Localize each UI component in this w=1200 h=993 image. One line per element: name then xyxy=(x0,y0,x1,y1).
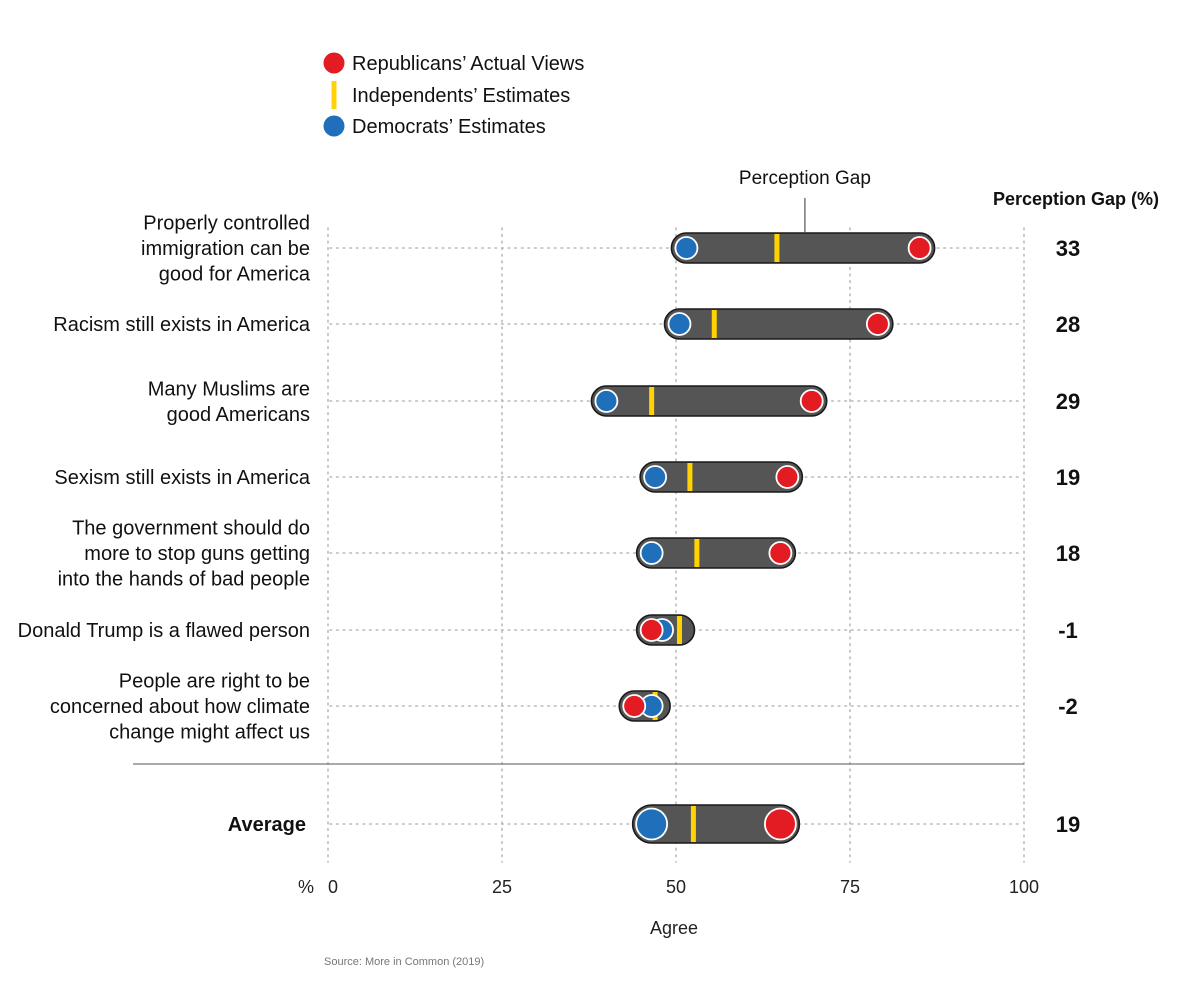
row-label: good for America xyxy=(159,264,311,286)
republicans-point xyxy=(768,541,793,565)
x-axis: % 0 25 50 75 100 Agree xyxy=(298,877,1039,938)
average-row: Average 19 xyxy=(228,804,1080,844)
democrats-point xyxy=(639,541,664,565)
legend-swatch xyxy=(323,115,345,137)
x-axis-title: Agree xyxy=(650,918,698,938)
independents-marker xyxy=(676,616,682,644)
gap-bar xyxy=(590,385,828,417)
row-label: Average xyxy=(228,814,306,836)
data-row: People are right to be concerned about ho… xyxy=(50,671,1078,744)
democrats-point xyxy=(643,465,668,489)
gap-value: 28 xyxy=(1056,312,1080,337)
legend-label: Democrats’ Estimates xyxy=(352,116,546,138)
independents-marker xyxy=(711,310,717,338)
gap-bar xyxy=(635,537,797,569)
republicans-point xyxy=(764,807,797,841)
gap-value: 18 xyxy=(1056,541,1080,566)
perception-gap-annotation: Perception Gap xyxy=(739,168,871,189)
source-note: Source: More in Common (2019) xyxy=(324,956,484,968)
republicans-point xyxy=(907,236,932,260)
democrats-point xyxy=(635,807,669,841)
gap-value: 29 xyxy=(1056,389,1080,414)
row-label: The government should do xyxy=(72,518,310,540)
republicans-point xyxy=(799,389,824,413)
gap-bar xyxy=(670,232,936,264)
democrats-point xyxy=(674,236,699,260)
republicans-point xyxy=(622,694,647,718)
row-label: Properly controlled xyxy=(143,213,310,235)
row-label: change might affect us xyxy=(109,722,310,744)
independents-marker xyxy=(687,463,693,491)
democrats-point xyxy=(594,389,619,413)
row-label: Many Muslims are xyxy=(148,378,310,400)
row-label: good Americans xyxy=(167,404,310,426)
row-label: into the hands of bad people xyxy=(58,569,310,591)
gap-bar xyxy=(639,461,804,493)
data-rows: Perception Gap (%) Properly controlled imm… xyxy=(18,168,1159,844)
row-label: Donald Trump is a flawed person xyxy=(18,620,310,642)
legend-swatch xyxy=(323,52,345,74)
row-label: Racism still exists in America xyxy=(53,314,311,336)
independents-marker xyxy=(694,539,700,567)
row-label: Sexism still exists in America xyxy=(54,467,310,489)
gap-value: 19 xyxy=(1056,465,1080,490)
x-tick-label: 50 xyxy=(666,877,686,897)
republicans-point xyxy=(865,312,890,336)
x-tick-label: 75 xyxy=(840,877,860,897)
legend-swatch xyxy=(331,81,337,109)
data-row: Many Muslims are good Americans 29 xyxy=(148,378,1081,426)
row-label: concerned about how climate xyxy=(50,696,310,718)
democrats-point xyxy=(667,312,692,336)
independents-marker xyxy=(690,806,696,842)
republicans-point xyxy=(775,465,800,489)
gap-value: 19 xyxy=(1056,812,1080,837)
independents-marker xyxy=(649,387,655,415)
legend: Republicans’ Actual Views Independents’ E… xyxy=(323,52,584,138)
data-row: Sexism still exists in America 19 xyxy=(54,461,1080,493)
data-row: Racism still exists in America 28 xyxy=(53,308,1080,340)
data-row: Donald Trump is a flawed person -1 xyxy=(18,614,1078,646)
row-label: People are right to be xyxy=(119,671,310,693)
gap-value: -2 xyxy=(1058,694,1078,719)
x-tick-label: 25 xyxy=(492,877,512,897)
row-label: more to stop guns getting xyxy=(84,543,310,565)
gap-bar xyxy=(663,308,894,340)
gap-value: 33 xyxy=(1056,236,1080,261)
axis-unit-prefix: % xyxy=(298,877,314,897)
independents-marker xyxy=(774,234,780,262)
gap-value: -1 xyxy=(1058,618,1078,643)
gap-bar xyxy=(631,804,801,844)
legend-label: Independents’ Estimates xyxy=(352,85,570,107)
republicans-point xyxy=(639,618,664,642)
legend-label: Republicans’ Actual Views xyxy=(352,53,584,75)
data-row: Properly controlled immigration can be goo… xyxy=(141,213,1080,286)
data-row: The government should do more to stop gun… xyxy=(58,518,1081,591)
gap-column-header: Perception Gap (%) xyxy=(993,189,1159,209)
x-tick-label: 100 xyxy=(1009,877,1039,897)
row-label: immigration can be xyxy=(141,238,310,260)
x-tick-label: 0 xyxy=(328,877,338,897)
